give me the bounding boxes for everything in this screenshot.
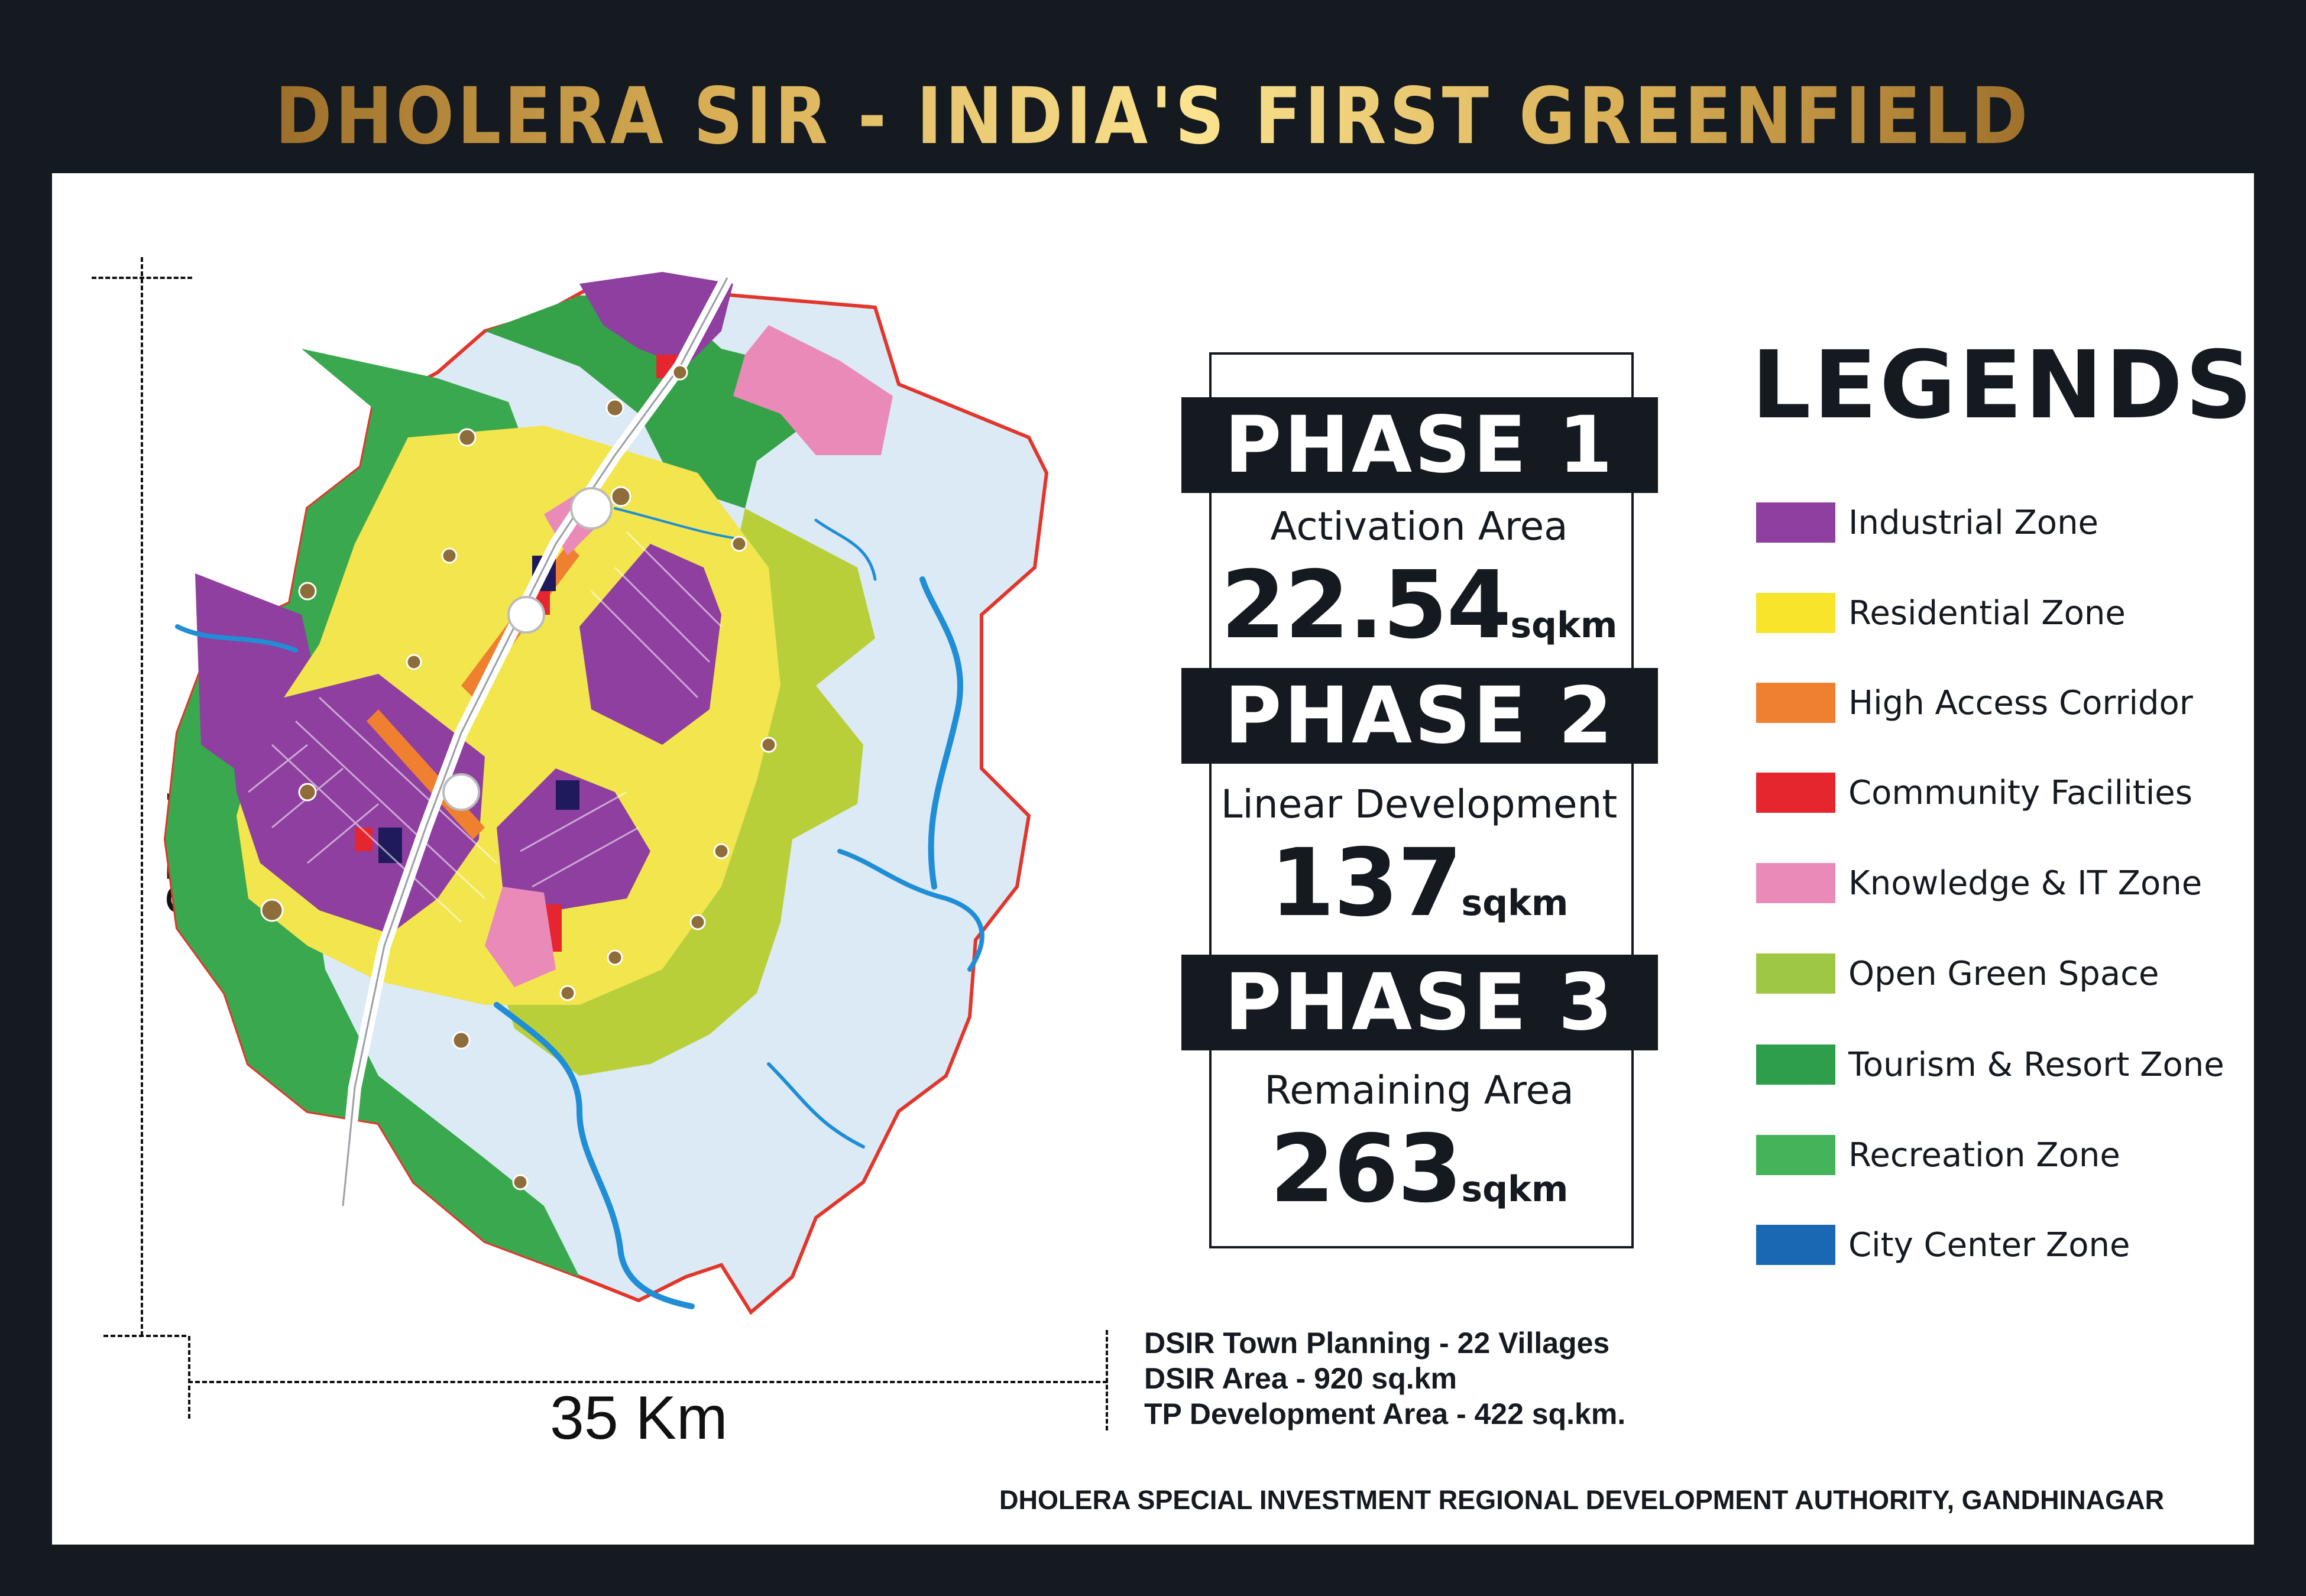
phase-3-header: PHASE 3 — [1181, 955, 1658, 1050]
height-dimension-bottom-tick — [103, 1335, 186, 1337]
phase-2-description: Linear Development — [1220, 781, 1618, 827]
legend-swatch — [1756, 683, 1835, 723]
phase-2-header: PHASE 2 — [1181, 668, 1658, 764]
planning-notes: DSIR Town Planning - 22 Villages DSIR Ar… — [1144, 1325, 1625, 1432]
legend-swatch — [1756, 863, 1835, 903]
phase-3-description: Remaining Area — [1264, 1068, 1574, 1113]
legend-swatch — [1756, 502, 1835, 543]
legend-label: High Access Corridor — [1848, 684, 2193, 722]
tourism-zone-north — [485, 296, 804, 508]
legend-label: City Center Zone — [1848, 1226, 2130, 1264]
interchange-center — [507, 596, 545, 634]
legend-label: Recreation Zone — [1848, 1136, 2120, 1175]
phase-3-area-unit: sqkm — [1461, 1169, 1569, 1210]
legend-swatch — [1756, 773, 1835, 813]
legend-label: Open Green Space — [1848, 955, 2159, 993]
note-villages: DSIR Town Planning - 22 Villages — [1144, 1326, 1610, 1360]
legend-label: Knowledge & IT Zone — [1848, 864, 2203, 903]
width-dimension-label: 35 Km — [550, 1384, 728, 1452]
width-dimension-left-tick — [188, 1336, 190, 1419]
phase-2-area: 137sqkm — [1212, 829, 1626, 938]
phase-1-header: PHASE 1 — [1181, 397, 1658, 493]
width-dimension-right-tick — [1106, 1330, 1108, 1430]
industrial-zone-east-core — [579, 544, 721, 745]
legends-title: LEGENDS — [1751, 331, 2255, 440]
city-center-block-2 — [378, 828, 402, 863]
phase-3-area-value: 263 — [1269, 1115, 1463, 1224]
note-tp-area: TP Development Area - 422 sq.km. — [1144, 1397, 1626, 1430]
phase-3-area: 263sqkm — [1212, 1115, 1626, 1224]
interchange-north — [570, 487, 613, 530]
legend-swatch — [1756, 1044, 1835, 1085]
legend-label: Tourism & Resort Zone — [1848, 1046, 2224, 1084]
legend-swatch — [1756, 953, 1835, 994]
width-dimension-line — [188, 1381, 1107, 1383]
rivers — [175, 507, 984, 1309]
map-blank-area — [916, 1230, 987, 1318]
dholera-zoning-map — [163, 272, 1049, 1318]
phase-2-area-value: 137 — [1269, 829, 1463, 938]
legend-swatch — [1756, 1135, 1835, 1175]
authority-footer: DHOLERA SPECIAL INVESTMENT REGIONAL DEVE… — [999, 1485, 2165, 1515]
legend-label: Community Facilities — [1848, 774, 2192, 812]
tourism-zone-west — [166, 349, 579, 1277]
note-area: DSIR Area - 920 sq.km — [1144, 1362, 1457, 1395]
open-green-space-east — [497, 508, 875, 1076]
knowledge-zone-center — [485, 887, 556, 987]
city-center-block-3 — [556, 780, 579, 810]
phase-1-description: Activation Area — [1270, 504, 1568, 549]
phase-2-area-unit: sqkm — [1461, 883, 1569, 924]
height-dimension-line — [141, 257, 143, 1336]
village-markers — [260, 364, 777, 1190]
legend-swatch — [1756, 593, 1835, 633]
height-dimension-top-tick — [92, 277, 192, 279]
knowledge-zone-northeast — [733, 325, 893, 455]
legend-label: Residential Zone — [1848, 594, 2126, 632]
phase-1-area-value: 22.54 — [1220, 551, 1512, 660]
phase-1-area: 22.54sqkm — [1212, 551, 1626, 660]
interchange-south — [442, 773, 480, 811]
phase-1-area-unit: sqkm — [1510, 605, 1618, 646]
phases-box — [1209, 352, 1634, 1248]
legend-label: Industrial Zone — [1848, 504, 2099, 542]
industrial-zone-southeast-core — [497, 768, 650, 910]
legend-swatch — [1756, 1225, 1835, 1265]
industrial-zone-west-core — [231, 674, 485, 934]
